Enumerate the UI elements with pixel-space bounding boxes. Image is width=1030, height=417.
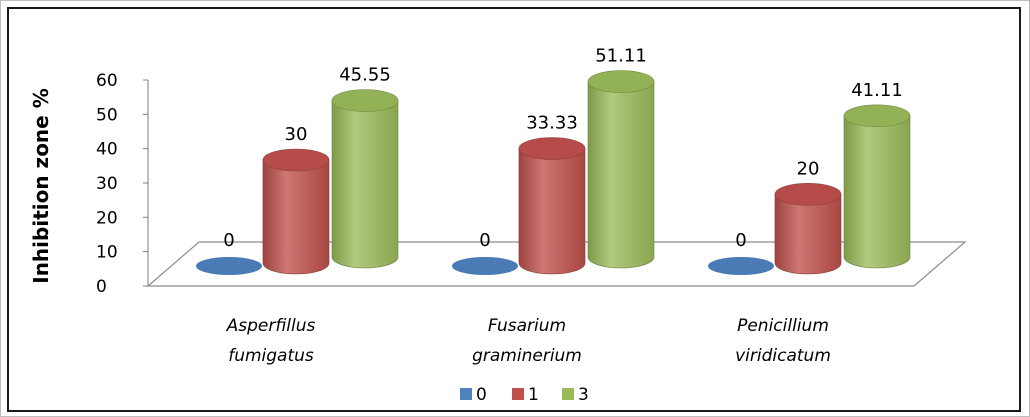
category-label: graminerium xyxy=(472,346,582,366)
bar-1-2 xyxy=(774,183,842,275)
legend-swatch xyxy=(562,388,574,400)
bar-0-1 xyxy=(452,257,518,275)
bar-3-1 xyxy=(587,70,655,269)
data-label: 41.11 xyxy=(851,80,903,101)
bar-0-2 xyxy=(708,257,774,275)
y-tick-label: 0 xyxy=(96,277,107,297)
legend-label: 0 xyxy=(476,385,487,405)
category-label: Fusarium xyxy=(488,316,566,336)
y-tick-label: 20 xyxy=(96,208,118,228)
data-label: 0 xyxy=(735,230,746,251)
legend-label: 1 xyxy=(528,385,539,405)
y-tick-label: 10 xyxy=(96,243,118,263)
data-label: 51.11 xyxy=(595,46,647,67)
legend-swatch xyxy=(512,388,524,400)
bar-3-2 xyxy=(843,104,911,269)
legend-swatch xyxy=(460,388,472,400)
data-label: 0 xyxy=(223,230,234,251)
y-tick-label: 30 xyxy=(96,174,118,194)
category-label: fumigatus xyxy=(228,346,314,366)
category-label: Penicillium xyxy=(737,316,829,336)
data-label: 0 xyxy=(479,230,490,251)
bar-3-0 xyxy=(331,89,399,269)
y-tick-label: 60 xyxy=(96,71,118,91)
y-tick-label: 40 xyxy=(96,140,118,160)
category-label: Asperfillus xyxy=(226,316,316,336)
data-label: 20 xyxy=(797,158,820,179)
data-label: 45.55 xyxy=(339,65,391,86)
bar-1-1 xyxy=(518,137,586,275)
y-tick-label: 50 xyxy=(96,105,118,125)
legend-label: 3 xyxy=(578,385,589,405)
data-label: 30 xyxy=(285,124,308,145)
legend-entry-1: 1 xyxy=(512,385,539,405)
category-label: viridicatum xyxy=(735,346,831,366)
legend-entry-0: 0 xyxy=(460,385,487,405)
bar-1-0 xyxy=(262,148,330,275)
data-label: 33.33 xyxy=(526,113,578,134)
legend-entry-3: 3 xyxy=(562,385,589,405)
y-axis-title: Inhibition zone % xyxy=(29,88,53,284)
bar-0-0 xyxy=(196,257,262,275)
